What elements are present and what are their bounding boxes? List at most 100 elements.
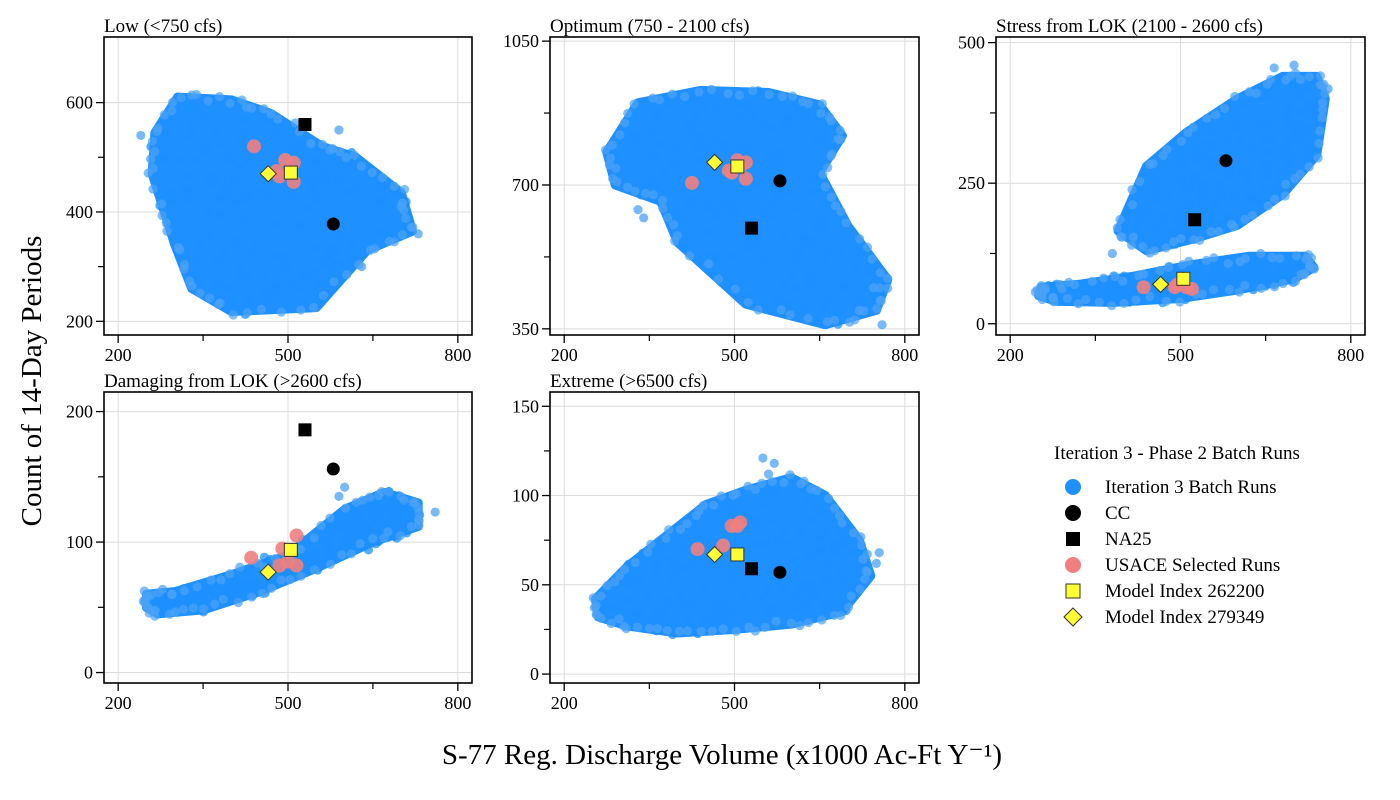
- batch-run-point: [399, 184, 410, 195]
- batch-run-point: [706, 84, 717, 94]
- batch-run-point: [1237, 267, 1247, 278]
- batch-run-point: [166, 187, 176, 197]
- batch-run-point: [726, 505, 736, 515]
- batch-run-point: [1134, 213, 1144, 224]
- batch-run-point: [820, 598, 830, 608]
- batch-run-point: [203, 96, 213, 106]
- batch-run-point: [607, 140, 617, 150]
- batch-run-point: [762, 204, 772, 214]
- batch-run-point: [1127, 240, 1137, 250]
- batch-run-point: [285, 193, 295, 203]
- batch-run-point: [335, 147, 345, 157]
- y-tick-label: 600: [66, 93, 93, 113]
- batch-run-point: [763, 149, 773, 159]
- batch-run-point: [728, 561, 738, 571]
- batch-run-point: [1205, 164, 1215, 174]
- batch-run-point: [244, 296, 255, 306]
- batch-run-point: [1235, 135, 1245, 145]
- batch-run-point: [306, 138, 316, 149]
- batch-run-point: [770, 488, 780, 498]
- batch-run-point: [708, 500, 719, 510]
- batch-run-point: [351, 512, 361, 522]
- batch-run-point: [731, 626, 741, 636]
- batch-run-point: [296, 571, 306, 581]
- batch-run-point: [1234, 287, 1244, 297]
- batch-run-point: [1115, 214, 1125, 225]
- x-tick-label: 200: [105, 693, 132, 713]
- batch-run-point: [670, 143, 680, 153]
- batch-run-point: [745, 125, 755, 135]
- x-tick-label: 800: [891, 693, 918, 713]
- batch-run-point: [208, 177, 218, 187]
- legend-label: Iteration 3 Batch Runs: [1105, 477, 1277, 498]
- panel-title: Extreme (>6500 cfs): [550, 371, 707, 392]
- batch-run-point: [858, 554, 868, 564]
- batch-run-point: [731, 489, 741, 499]
- legend-entry: CC: [1065, 503, 1130, 524]
- batch-run-point: [1262, 90, 1272, 100]
- batch-run-point: [682, 197, 693, 207]
- batch-run-point: [596, 591, 606, 601]
- batch-run-point: [658, 203, 668, 213]
- batch-run-point: [830, 503, 840, 513]
- data-layer: [138, 423, 440, 621]
- legend-label: NA25: [1105, 529, 1151, 550]
- batch-run-point: [309, 302, 319, 313]
- legend-marker-circle: [1065, 505, 1081, 521]
- usace-selected-run-point: [684, 175, 699, 190]
- y-tick-label: 100: [512, 486, 539, 506]
- batch-run-point: [651, 605, 661, 615]
- batch-run-point: [758, 453, 768, 463]
- batch-run-point: [325, 559, 335, 569]
- batch-run-point: [218, 594, 228, 604]
- batch-run-point: [1262, 271, 1272, 281]
- legend-title: Iteration 3 - Phase 2 Batch Runs: [1054, 443, 1300, 464]
- batch-run-point: [1282, 110, 1292, 120]
- batch-run-point: [1175, 155, 1185, 165]
- batch-run-point: [838, 539, 848, 550]
- batch-run-point: [201, 142, 211, 152]
- usace-selected-run-point: [289, 528, 304, 543]
- batch-run-point: [690, 197, 701, 207]
- batch-run-point: [399, 495, 409, 505]
- y-tick-label: 200: [66, 311, 93, 331]
- batch-run-point: [188, 120, 198, 130]
- batch-run-point: [823, 293, 833, 303]
- batch-run-point: [1270, 113, 1280, 123]
- batch-run-point: [146, 154, 156, 164]
- batch-run-point: [273, 114, 283, 124]
- x-tick-label: 500: [275, 345, 302, 365]
- batch-run-point: [839, 281, 849, 291]
- batch-run-point: [310, 244, 320, 254]
- batch-run-point: [614, 614, 624, 624]
- batch-run-point: [257, 588, 268, 599]
- batch-run-point: [834, 510, 845, 521]
- batch-run-point: [846, 536, 856, 546]
- batch-run-point: [868, 283, 879, 293]
- batch-run-point: [214, 92, 225, 102]
- batch-run-point: [707, 626, 717, 636]
- batch-run-point: [809, 169, 820, 179]
- batch-run-point: [875, 295, 885, 306]
- batch-run-point: [752, 238, 762, 248]
- batch-run-point: [809, 591, 819, 601]
- batch-run-point: [1107, 248, 1117, 259]
- batch-run-point: [1259, 183, 1269, 194]
- batch-run-point: [309, 533, 319, 543]
- batch-run-point: [796, 526, 807, 536]
- y-tick-label: 350: [512, 319, 539, 339]
- batch-run-point: [837, 572, 848, 582]
- batch-run-point: [1160, 160, 1171, 170]
- batch-run-point: [837, 518, 847, 528]
- batch-run-point: [414, 520, 424, 530]
- batch-run-point: [228, 310, 238, 320]
- batch-run-point: [162, 226, 172, 236]
- batch-run-point: [1110, 272, 1120, 282]
- batch-run-point: [1270, 270, 1280, 280]
- batch-run-point: [635, 577, 645, 587]
- batch-run-point: [1304, 262, 1315, 272]
- batch-run-point: [743, 481, 753, 491]
- batch-run-point: [167, 106, 177, 116]
- batch-run-point: [718, 624, 728, 634]
- batch-run-point: [326, 244, 336, 254]
